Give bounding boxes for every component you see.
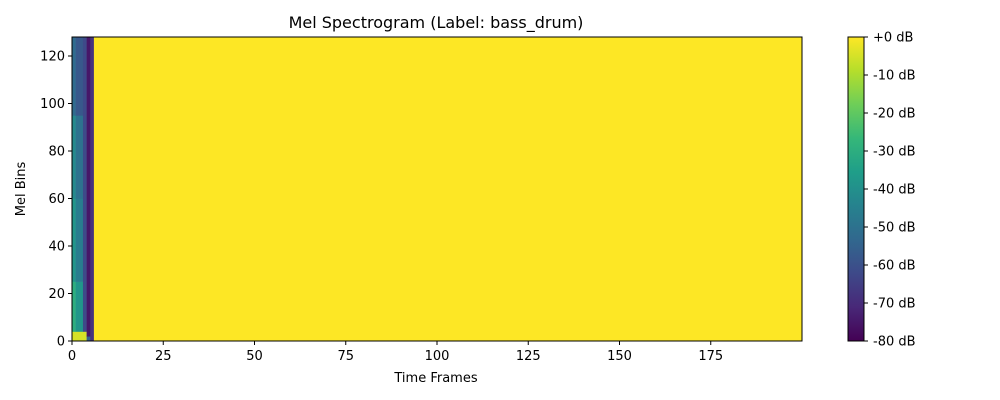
colorbar-tick-label: +0 dB (873, 31, 913, 46)
heatmap-cell (75, 37, 84, 116)
heatmap-cell (82, 37, 87, 332)
heatmap-cell (90, 37, 95, 342)
heatmap-cell (75, 115, 84, 199)
heatmap-cell (72, 281, 76, 332)
y-axis: 0 20 40 60 80 100 120 (40, 50, 72, 350)
y-tick-label: 80 (48, 145, 65, 160)
y-tick-label: 60 (48, 192, 65, 207)
colorbar-tick-label: -60 dB (873, 259, 916, 274)
heatmap-cell (75, 198, 84, 282)
colorbar-tick-label: -70 dB (873, 297, 916, 312)
x-axis: 0 25 50 75 100 125 150 175 (68, 341, 723, 364)
heatmap-cell (86, 336, 91, 342)
x-tick-label: 75 (337, 349, 354, 364)
x-tick-label: 150 (607, 349, 632, 364)
y-tick-label: 120 (40, 50, 65, 65)
heatmap-cell (75, 281, 84, 332)
x-tick-label: 175 (698, 349, 723, 364)
x-tick-label: 100 (425, 349, 450, 364)
colorbar-tick-label: -20 dB (873, 107, 916, 122)
x-tick-label: 0 (68, 349, 76, 364)
colorbar-tick-label: -80 dB (873, 335, 916, 350)
colorbar-tick-label: -30 dB (873, 145, 916, 160)
heatmap (72, 37, 803, 342)
x-tick-label: 50 (246, 349, 263, 364)
heatmap-cell (72, 331, 87, 342)
chart-title: Mel Spectrogram (Label: bass_drum) (289, 13, 584, 33)
colorbar-tick-label: -40 dB (873, 183, 916, 198)
y-tick-label: 40 (48, 240, 65, 255)
x-tick-label: 125 (516, 349, 541, 364)
y-tick-label: 20 (48, 287, 65, 302)
heatmap-cell (86, 37, 91, 337)
colorbar-ticks: +0 dB -10 dB -20 dB -30 dB -40 dB -50 dB -60 d… (864, 31, 916, 350)
x-tick-label: 25 (155, 349, 172, 364)
heatmap-cell (93, 37, 803, 342)
colorbar-tick-label: -50 dB (873, 221, 916, 236)
y-tick-label: 100 (40, 97, 65, 112)
heatmap-cell (72, 115, 76, 199)
y-tick-label: 0 (57, 335, 65, 350)
y-axis-label: Mel Bins (14, 162, 29, 217)
heatmap-cell (72, 37, 76, 116)
heatmap-cell (72, 198, 76, 282)
colorbar-tick-label: -10 dB (873, 69, 916, 84)
x-axis-label: Time Frames (393, 371, 477, 386)
colorbar (847, 36, 865, 342)
